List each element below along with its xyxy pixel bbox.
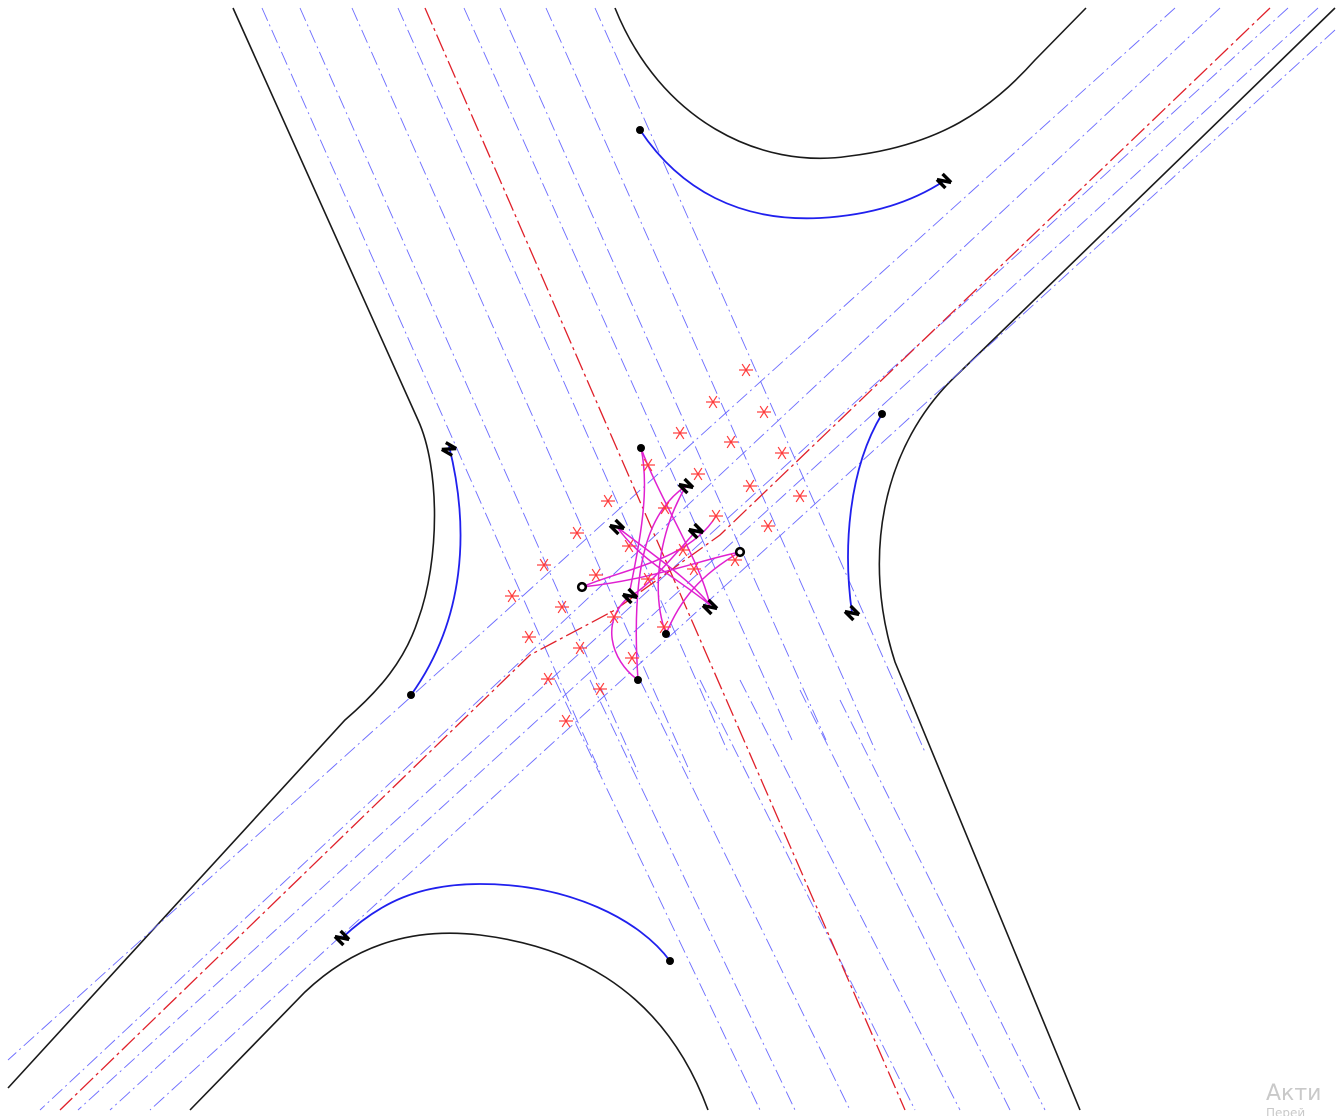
endpoint-dot-icon xyxy=(637,444,645,452)
direction-n-icon xyxy=(687,522,705,540)
endpoint-dot-icon xyxy=(662,630,670,638)
corner-arcs xyxy=(341,129,945,962)
lane-line-ns-s5 xyxy=(739,679,961,1111)
lane-line-ew-1 xyxy=(7,7,1176,1061)
turn-paths xyxy=(581,447,741,681)
conflict-point-icon xyxy=(743,479,757,493)
start-point-ring-icon xyxy=(576,581,588,593)
conflict-point-icon xyxy=(706,395,720,409)
conflict-point-icon xyxy=(559,714,573,728)
lane-line-ns-s1 xyxy=(554,679,761,1111)
direction-n-icon xyxy=(621,587,639,605)
conflict-point-icon xyxy=(757,405,771,419)
conflict-point-icon xyxy=(601,494,615,508)
direction-n-icon xyxy=(333,929,351,947)
conflict-point-icon xyxy=(607,610,621,624)
end-markers xyxy=(407,126,886,965)
lane-line-ns-1 xyxy=(261,7,601,773)
lane-line-ns-6 xyxy=(499,7,827,741)
conflict-points xyxy=(505,363,807,728)
turn-path-3 xyxy=(635,485,687,681)
direction-n-icon xyxy=(677,477,695,495)
turn-path-9 xyxy=(581,515,717,588)
corner-arc-north xyxy=(639,129,945,220)
endpoint-dot-icon xyxy=(407,691,415,699)
direction-n-icon xyxy=(701,598,719,616)
road-edges xyxy=(7,7,1336,1111)
conflict-point-icon xyxy=(793,489,807,503)
lane-line-ns-8 xyxy=(594,7,926,753)
direction-markers xyxy=(333,172,953,947)
endpoint-dot-icon xyxy=(878,410,886,418)
lane-line-ns-2 xyxy=(299,7,639,773)
conflict-point-icon xyxy=(625,651,639,665)
conflict-point-icon xyxy=(761,519,775,533)
conflict-point-icon xyxy=(724,435,738,449)
conflict-point-icon xyxy=(775,446,789,460)
lane-line-ns-4 xyxy=(397,7,729,753)
endpoint-dot-icon xyxy=(636,126,644,134)
lane-line-ew-5 xyxy=(149,29,1336,1111)
start-point-ring-icon xyxy=(734,546,746,558)
lane-line-ns-3 xyxy=(351,7,691,773)
conflict-point-icon xyxy=(641,458,655,472)
conflict-point-icon xyxy=(658,501,672,515)
direction-n-icon xyxy=(608,518,626,536)
conflict-point-icon xyxy=(687,562,701,576)
lane-line-ew-3 xyxy=(77,7,1289,1111)
conflict-point-icon xyxy=(709,509,723,523)
turn-path-11 xyxy=(616,526,711,606)
lane-line-ns-s3 xyxy=(639,679,851,1111)
turn-path-10 xyxy=(611,595,639,681)
conflict-point-icon xyxy=(691,467,705,481)
lane-line-ew-2 xyxy=(39,7,1221,1111)
lane-line-ns-s7 xyxy=(839,699,1046,1111)
lane-line-ns-7 xyxy=(545,7,877,753)
conflict-point-icon xyxy=(555,600,569,614)
corner-arc-south xyxy=(341,883,671,962)
conflict-point-icon xyxy=(573,641,587,655)
endpoint-dot-icon xyxy=(634,676,642,684)
conflict-point-icon xyxy=(522,630,536,644)
corner-arc-east xyxy=(847,413,883,614)
conflict-point-icon xyxy=(739,363,753,377)
direction-n-icon xyxy=(843,604,861,622)
conflict-point-icon xyxy=(673,426,687,440)
lane-line-ns-s6 xyxy=(799,689,1011,1111)
corner-arc-west xyxy=(410,445,462,696)
road-edge-east xyxy=(878,7,1336,1111)
road-edge-southwest xyxy=(189,932,709,1111)
lane-line-ns-s2 xyxy=(589,679,796,1111)
turn-path-7 xyxy=(581,551,741,588)
conflict-point-icon xyxy=(537,558,551,572)
lane-line-ns-s4 xyxy=(699,679,916,1111)
road-edge-northeast xyxy=(614,7,1087,160)
endpoint-dot-icon xyxy=(666,957,674,965)
conflict-point-icon xyxy=(676,543,690,557)
conflict-point-icon xyxy=(541,672,555,686)
lane-line-ns-5 xyxy=(463,7,793,741)
conflict-point-icon xyxy=(641,572,655,586)
axis-lines xyxy=(59,7,1271,1111)
conflict-point-icon xyxy=(593,682,607,696)
conflict-point-icon xyxy=(570,526,584,540)
conflict-point-icon xyxy=(589,568,603,582)
axis-line-north-south xyxy=(424,7,906,1111)
turn-path-1 xyxy=(629,447,646,591)
road-edge-northwest xyxy=(7,7,436,1089)
direction-n-icon xyxy=(935,172,953,190)
direction-n-icon xyxy=(440,441,458,457)
axis-line-east-west xyxy=(59,7,1271,1111)
turn-path-8 xyxy=(665,551,741,635)
conflict-point-icon xyxy=(622,539,636,553)
conflict-point-icon xyxy=(505,589,519,603)
